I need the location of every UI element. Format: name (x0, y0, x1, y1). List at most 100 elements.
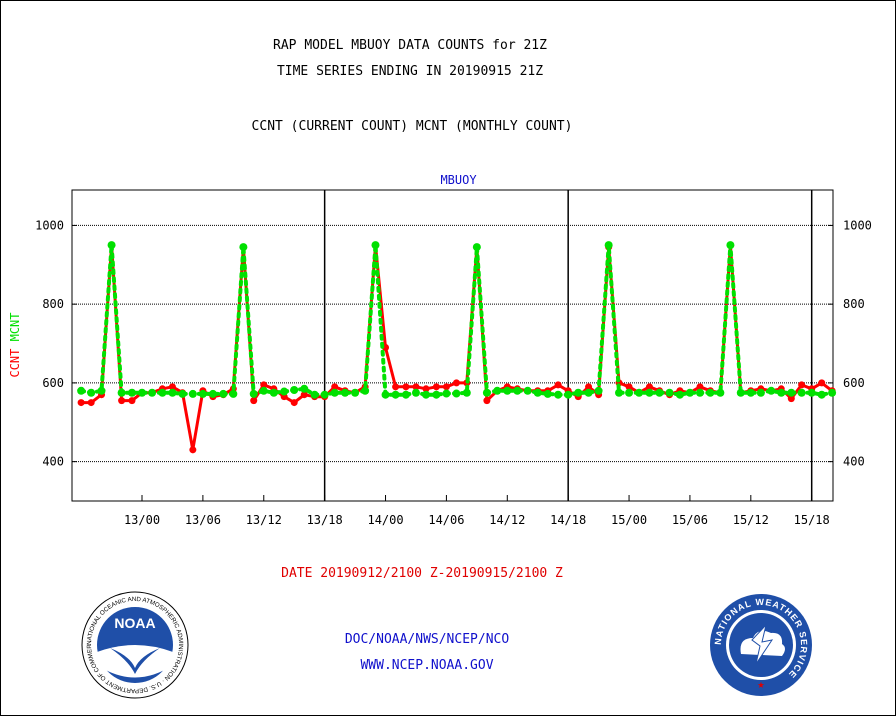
mcnt-point (239, 243, 248, 252)
mcnt-point (411, 388, 420, 397)
mcnt-point (797, 388, 806, 397)
ccnt-point (412, 383, 420, 391)
mcnt-point (290, 385, 299, 394)
noaa-logo: NOAA NATIONAL OCEANIC AND ATMOSPHERIC AD… (80, 590, 189, 699)
mcnt-point (148, 388, 157, 397)
mcnt-point (158, 388, 167, 397)
mcnt-point (371, 241, 380, 250)
mcnt-point (117, 388, 126, 397)
ccnt-point (787, 395, 795, 403)
ccnt-point (554, 381, 562, 389)
mcnt-point (300, 384, 309, 393)
mcnt-point (625, 388, 634, 397)
mcnt-point (817, 390, 826, 399)
ccnt-point (798, 381, 806, 389)
ccnt-point (818, 379, 826, 387)
ccnt-point (168, 383, 176, 391)
footer-agency-path: DOC/NOAA/NWS/NCEP/NCO (344, 632, 510, 647)
mcnt-point (574, 388, 583, 397)
ccnt-point (442, 383, 450, 391)
mcnt-point (655, 388, 664, 397)
mcnt-point (513, 386, 522, 395)
mcnt-point (665, 388, 674, 397)
mcnt-point (198, 389, 207, 398)
ccnt-point (452, 379, 460, 387)
mcnt-point (503, 386, 512, 395)
mcnt-point (726, 241, 735, 250)
mcnt-point (756, 388, 765, 397)
star-icon: ★ (757, 677, 764, 691)
mcnt-point (828, 388, 837, 397)
mcnt-point (807, 388, 816, 397)
y-tick-label-right: 1000 (843, 218, 872, 232)
mcnt-point (675, 390, 684, 399)
mcnt-point (259, 386, 268, 395)
y-tick-label-left: 800 (42, 297, 64, 311)
mcnt-point (594, 386, 603, 395)
mcnt-point (635, 388, 644, 397)
ccnt-point (645, 383, 653, 391)
mcnt-point (127, 388, 136, 397)
y-tick-label-left: 1000 (35, 218, 64, 232)
ccnt-point (392, 383, 400, 391)
x-tick-label: 14/06 (428, 513, 464, 527)
ccnt-point (260, 381, 268, 389)
ccnt-point (87, 399, 95, 407)
noaa-logo-text: NOAA (114, 615, 155, 631)
chart-title-line-1: RAP MODEL MBUOY DATA COUNTS for 21Z (273, 38, 547, 53)
chart-title-line-2: TIME SERIES ENDING IN 20190915 21Z (276, 64, 544, 79)
x-tick-label: 13/00 (124, 513, 160, 527)
mcnt-point (422, 390, 431, 399)
mcnt-point (736, 388, 745, 397)
mcnt-point (472, 243, 481, 252)
chart-title: MBUOY (440, 173, 477, 187)
ccnt-point (422, 385, 430, 393)
y-tick-label-right: 400 (843, 455, 865, 469)
ccnt-point (585, 383, 593, 391)
ccnt-series-line (81, 243, 834, 452)
mcnt-point (249, 389, 258, 398)
y-tick-label-left: 400 (42, 455, 64, 469)
mcnt-point (280, 387, 289, 396)
mcnt-point (229, 389, 238, 398)
ccnt-point (290, 399, 298, 407)
mcnt-point (533, 388, 542, 397)
mcnt-point (767, 386, 776, 395)
ccnt-point (331, 383, 339, 391)
ccnt-point (483, 397, 491, 405)
mcnt-point (554, 390, 563, 399)
mcnt-point (87, 388, 96, 397)
y-axis-label-ccnt: CCNT (8, 341, 22, 377)
mcnt-point (695, 388, 704, 397)
y-tick-label-right: 800 (843, 297, 865, 311)
y-tick-label-left: 600 (42, 376, 64, 390)
mcnt-point (310, 390, 319, 399)
mcnt-point (208, 389, 217, 398)
mcnt-point (462, 388, 471, 397)
mcnt-point (138, 388, 147, 397)
mcnt-point (432, 390, 441, 399)
mcnt-point (351, 388, 360, 397)
plot-area-frame (71, 189, 834, 502)
x-tick-label: 15/06 (672, 513, 708, 527)
y-tick-label-right: 600 (843, 376, 865, 390)
ccnt-point (432, 383, 440, 391)
mcnt-point (564, 390, 573, 399)
ccnt-point (250, 397, 258, 405)
y-axis-label: CCNT MCNT (8, 312, 22, 377)
ccnt-point (696, 383, 704, 391)
nws-logo: NATIONAL WEATHER SERVICE ★ (710, 594, 812, 696)
x-tick-label: 13/12 (246, 513, 282, 527)
mcnt-point (615, 388, 624, 397)
mcnt-point (452, 389, 461, 398)
x-tick-label: 15/00 (611, 513, 647, 527)
mcnt-point (685, 388, 694, 397)
x-tick-label: 14/12 (489, 513, 525, 527)
mcnt-point (482, 388, 491, 397)
mcnt-point (746, 388, 755, 397)
date-range-label: DATE 20190912/2100 Z-20190915/2100 Z (281, 566, 563, 581)
x-tick-label: 15/18 (794, 513, 830, 527)
mcnt-point (168, 388, 177, 397)
mcnt-point (97, 386, 106, 395)
